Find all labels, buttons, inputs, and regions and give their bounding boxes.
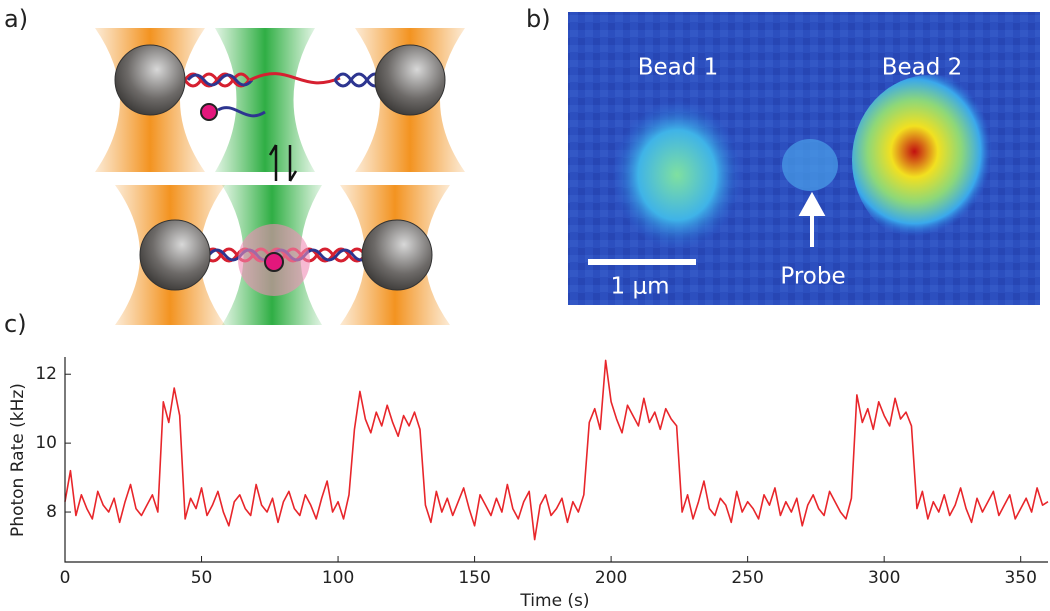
image-label: Probe (780, 264, 845, 290)
x-tick-label: 200 (595, 568, 627, 588)
x-axis-label: Time (s) (519, 591, 589, 611)
x-tick-label: 0 (60, 568, 71, 588)
image-label: Bead 2 (882, 55, 963, 81)
x-tick-label: 100 (322, 568, 354, 588)
y-axis-label: Photon Rate (kHz) (8, 383, 28, 537)
x-tick-label: 50 (191, 568, 213, 588)
panel-label: c) (4, 310, 27, 338)
y-tick-label: 12 (35, 364, 57, 384)
panel-b: b) Bead 1 Bead 2 Probe 1 μm (526, 5, 1040, 305)
scale-label: 1 μm (611, 274, 670, 300)
panel-label: b) (526, 5, 551, 33)
y-tick-label: 8 (46, 502, 57, 522)
data-line (64, 359, 1049, 541)
x-tick-label: 150 (458, 568, 490, 588)
panel-c: c) Time (s) Photon Rate (kHz) 0 50 100 150 2… (4, 310, 1049, 611)
y-tick-label: 10 (35, 433, 57, 453)
axis (64, 357, 1048, 563)
x-tick-label: 350 (1004, 568, 1036, 588)
image-label: Bead 1 (638, 55, 719, 81)
x-tick-label: 300 (868, 568, 900, 588)
panel-label: a) (4, 5, 28, 33)
panel-a: a) (4, 5, 465, 325)
x-tick-label: 250 (731, 568, 763, 588)
